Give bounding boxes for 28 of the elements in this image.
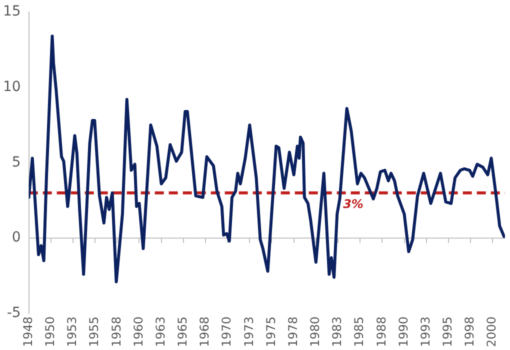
x-tick-label: 1955 <box>87 316 102 348</box>
x-tick-label: 1983 <box>330 316 344 348</box>
x-tick-label: 1978 <box>286 316 300 348</box>
x-tick-label: 1950 <box>43 316 58 348</box>
x-tick-label: 1965 <box>176 316 190 348</box>
x-tick-label: 2000 <box>484 316 499 348</box>
y-tick-label: 10 <box>2 79 21 96</box>
y-tick-label: 0 <box>12 230 21 246</box>
x-tick-label: 1960 <box>131 316 146 348</box>
x-tick-label: 1953 <box>65 316 80 348</box>
x-tick-label: 1948 <box>20 316 35 348</box>
x-tick-label: 1968 <box>198 316 212 348</box>
x-tick-label: 1995 <box>440 316 455 348</box>
x-tick-label: 1993 <box>418 316 432 348</box>
x-tick-label: 1963 <box>153 316 168 348</box>
x-tick-label: 1988 <box>374 316 388 348</box>
ref-line-label: 3% <box>343 197 364 211</box>
x-tick-label: 1970 <box>220 316 234 348</box>
x-tick-label: 1980 <box>308 316 322 348</box>
x-tick-label: 1998 <box>462 316 477 348</box>
x-tick-label: 1973 <box>242 316 256 348</box>
y-tick-label: 15 <box>2 4 21 20</box>
x-tick-label: 1990 <box>396 316 410 348</box>
x-tick-label: 1985 <box>352 316 366 348</box>
x-tick-label: 1975 <box>264 316 278 348</box>
y-tick-label: -5 <box>6 305 21 322</box>
y-tick-label: 5 <box>12 154 21 170</box>
x-tick-label: 1958 <box>109 316 124 348</box>
